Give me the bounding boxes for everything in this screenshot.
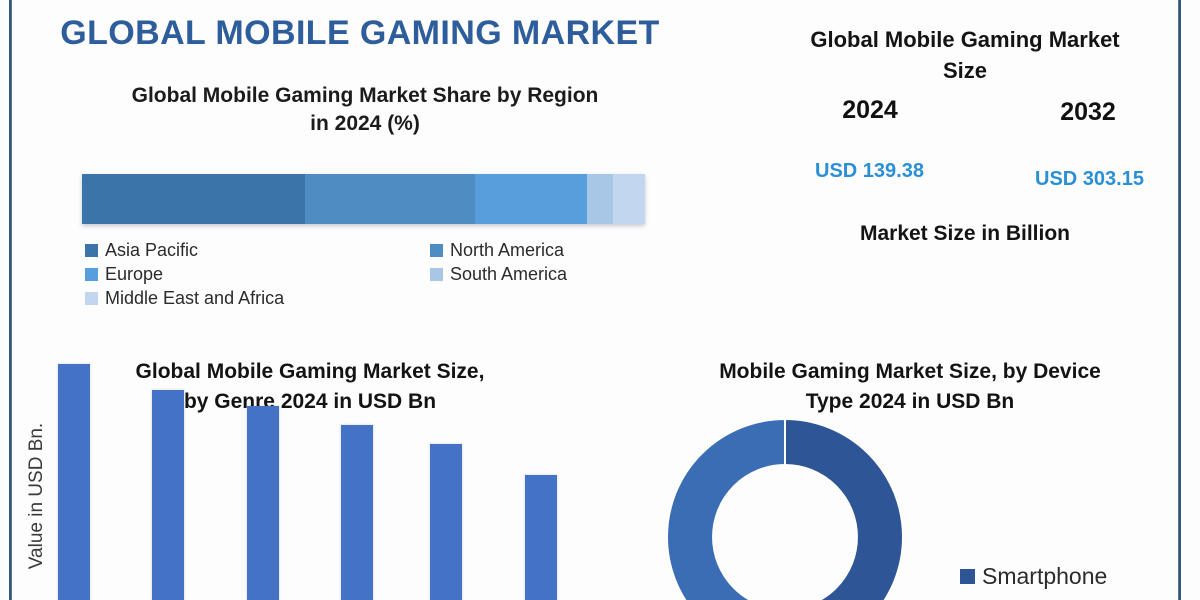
region-share-stacked-bar — [82, 174, 645, 224]
market-size-heading-line1: Global Mobile Gaming Market — [810, 27, 1120, 52]
region-share-title-line2: in 2024 (%) — [310, 111, 420, 135]
market-size-unit-note: Market Size in Billion — [859, 222, 1071, 245]
genre-chart-title-line1: Global Mobile Gaming Market Size, — [135, 360, 485, 383]
genre-chart-y-axis-label: Value in USD Bn. — [26, 422, 47, 570]
region-share-title: Global Mobile Gaming Market Share by Reg… — [40, 82, 690, 137]
region-segment-asia-pacific — [82, 174, 305, 224]
genre-bar — [152, 389, 184, 600]
device-donut-chart — [665, 417, 905, 600]
region-legend-label: Middle East and Africa — [105, 287, 285, 308]
region-segment-middle-east-and-africa — [612, 174, 645, 224]
device-chart-legend: Smartphone — [960, 563, 1107, 590]
region-legend-label: North America — [450, 239, 565, 260]
region-legend-item[interactable]: North America — [430, 238, 705, 262]
genre-bar — [525, 474, 557, 600]
genre-bar — [430, 444, 462, 600]
region-legend-item[interactable]: South America — [430, 262, 705, 286]
market-size-year-end: 2032 — [1060, 98, 1116, 126]
legend-swatch-icon — [85, 291, 98, 305]
donut-svg — [666, 417, 904, 600]
frame-border-left — [9, 0, 12, 600]
device-legend-item[interactable]: Smartphone — [960, 563, 1107, 590]
region-legend-item[interactable]: Europe — [85, 262, 430, 286]
region-legend-item[interactable]: Middle East and Africa — [85, 286, 430, 310]
region-legend-item[interactable]: Asia Pacific — [85, 238, 430, 262]
donut-slice-tablet — [666, 417, 786, 600]
region-segment-north-america — [304, 174, 475, 224]
device-chart-title-line1: Mobile Gaming Market Size, by Device — [719, 360, 1101, 383]
frame-border-right — [1178, 0, 1181, 600]
genre-bar — [58, 363, 90, 600]
genre-chart-title: Global Mobile Gaming Market Size, by Gen… — [60, 357, 560, 417]
region-legend-label: Asia Pacific — [105, 239, 199, 260]
legend-swatch-icon — [85, 243, 98, 257]
market-size-value-end: USD 303.15 — [1035, 168, 1144, 190]
device-legend-label: Smartphone — [982, 563, 1108, 589]
market-size-heading-line2: Size — [942, 58, 988, 84]
device-chart-title: Mobile Gaming Market Size, by Device Typ… — [650, 357, 1170, 417]
region-legend-label: Europe — [105, 263, 164, 284]
region-segment-europe — [474, 174, 587, 224]
legend-swatch-icon — [430, 267, 443, 281]
region-share-legend: Asia Pacific North America Europe South Ame… — [85, 238, 705, 310]
device-chart-title-line2: Type 2024 in USD Bn — [805, 389, 1015, 413]
genre-chart-plot-area — [50, 355, 610, 600]
region-share-title-line1: Global Mobile Gaming Market Share by Reg… — [131, 84, 599, 107]
legend-swatch-icon — [960, 569, 975, 584]
region-segment-south-america — [586, 174, 613, 224]
genre-bar — [247, 406, 279, 600]
genre-bar — [341, 425, 373, 600]
legend-swatch-icon — [85, 267, 98, 281]
region-legend-label: South America — [450, 263, 568, 284]
genre-chart-title-line2: by Genre 2024 in USD Bn — [183, 389, 437, 413]
device-chart-section: Mobile Gaming Market Size, by Device Typ… — [620, 355, 1200, 600]
donut-slice-smartphone — [784, 417, 904, 600]
market-size-year-start: 2024 — [842, 96, 898, 124]
genre-chart-section: Global Mobile Gaming Market Size, by Gen… — [0, 355, 620, 600]
market-size-heading: Global Mobile Gaming Market Size — [740, 24, 1190, 86]
page-title: GLOBAL MOBILE GAMING MARKET — [60, 14, 660, 52]
region-share-section: Global Mobile Gaming Market Share by Reg… — [40, 82, 690, 308]
legend-swatch-icon — [430, 243, 443, 257]
market-size-value-start: USD 139.38 — [815, 160, 924, 182]
